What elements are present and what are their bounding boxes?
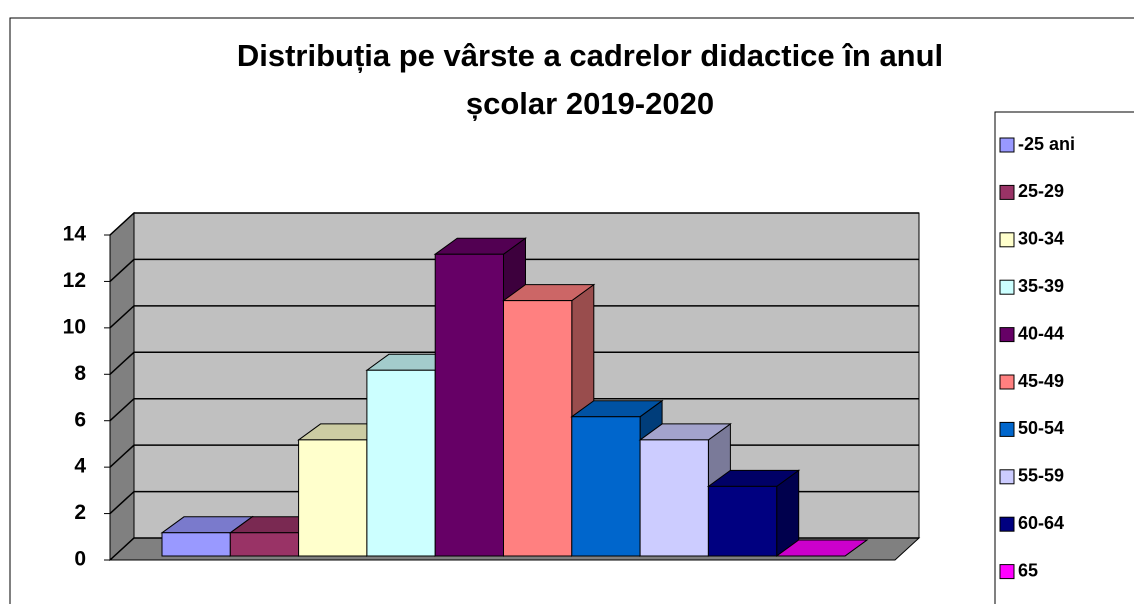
legend-label: 45-49 [1018,371,1064,391]
y-tick-label: 4 [74,455,86,478]
grid-line [109,305,919,329]
bar-front [639,439,709,557]
legend-label: 30-34 [1018,229,1064,249]
legend-swatch [999,279,1015,295]
chart-title: Distribuția pe vârste a cadrelor didacti… [237,38,943,73]
side-wall [109,211,135,562]
bar-front [434,253,504,557]
legend-swatch [999,374,1015,390]
bar-front [298,439,368,557]
bar-front [366,369,436,557]
legend-swatch [999,184,1015,200]
legend-label: 60-64 [1018,513,1064,533]
grid-line [109,351,919,375]
legend-label: 25-29 [1018,181,1064,201]
legend-swatch [999,469,1015,485]
legend-label: 35-39 [1018,276,1064,296]
legend-label: -25 ani [1018,134,1075,154]
legend-label: 55-59 [1018,466,1064,486]
legend-label: 50-54 [1018,418,1064,438]
y-tick-label: 6 [74,408,86,431]
y-tick-label: 0 [74,548,86,571]
legend-label: 40-44 [1018,323,1064,343]
bar-front [161,532,231,557]
bar-front [229,532,300,557]
bar-front [707,485,778,557]
legend-swatch [999,516,1015,532]
legend-swatch [999,327,1015,343]
y-tick-label: 8 [74,362,86,385]
grid-line [109,397,919,422]
bar-front [571,416,641,557]
bar-front [503,300,573,557]
legend-swatch [999,421,1015,437]
y-tick-label: 2 [74,501,86,524]
y-tick-label: 12 [63,269,86,292]
legend-swatch [999,564,1015,580]
y-tick-label: 14 [63,223,87,246]
bar [775,539,869,557]
chart-title: școlar 2019-2020 [466,86,714,121]
grid-line [109,212,919,236]
legend-swatch [999,137,1015,153]
legend-label: 65 [1018,560,1038,580]
legend-swatch [999,232,1015,248]
y-tick-label: 10 [63,315,86,338]
grid-line [109,258,919,282]
legend-box [994,111,1134,604]
bar [706,469,801,557]
